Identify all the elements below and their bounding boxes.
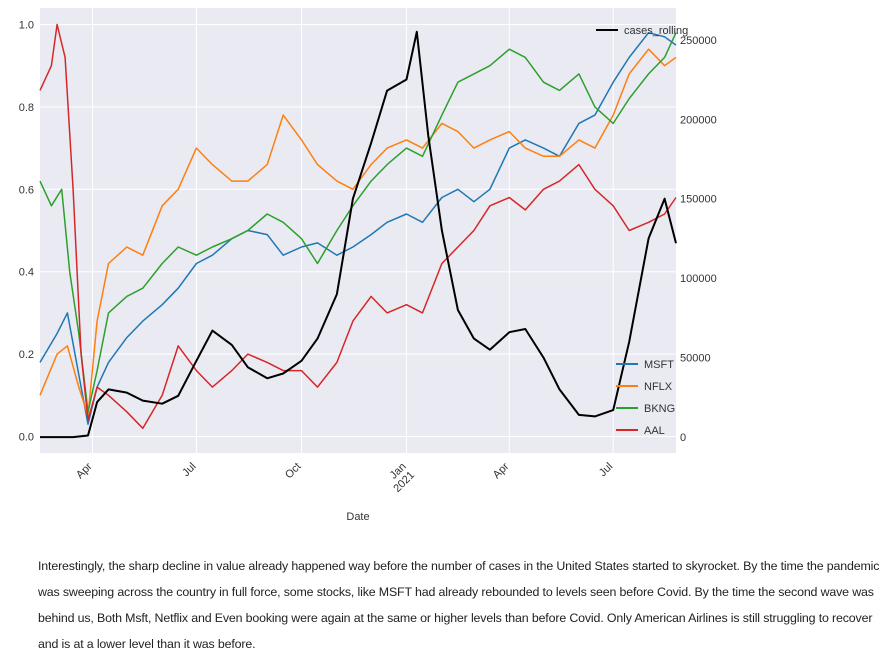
left-y-tick-label-0: 0.0 — [19, 432, 34, 444]
left-y-tick-label-1: 0.2 — [19, 349, 34, 361]
right-y-tick-label-0: 0 — [680, 432, 686, 444]
series-layer — [39, 23, 677, 439]
right-y-tick-label-5: 250000 — [680, 35, 717, 47]
left-y-tick-label-5: 1.0 — [19, 19, 34, 31]
legend-label-cases-rolling: cases_rolling — [624, 25, 688, 37]
series-line-cases-rolling — [40, 30, 677, 439]
x-tick-label-4-0: Apr — [491, 460, 512, 481]
right-y-tick-label-3: 150000 — [680, 194, 717, 206]
series-line-aal — [39, 23, 677, 430]
left-y-tick-label-3: 0.6 — [19, 184, 34, 196]
legend-label-msft: MSFT — [644, 359, 674, 371]
left-y-tick-label-4: 0.8 — [19, 102, 34, 114]
left-y-tick-label-2: 0.4 — [19, 267, 34, 279]
x-tick-4: Apr — [491, 460, 512, 481]
legend-stocks: MSFT NFLX BKNG AAL — [616, 359, 675, 437]
left-y-axis: 0.0 0.2 0.4 0.6 0.8 1.0 — [19, 19, 34, 443]
right-y-tick-label-4: 200000 — [680, 114, 717, 126]
plot-background — [40, 8, 676, 453]
x-tick-label-0-0: Apr — [74, 460, 95, 481]
series-line-bkng — [39, 32, 677, 413]
legend-cases: cases_rolling — [596, 25, 688, 37]
caption-text: Interestingly, the sharp decline in valu… — [38, 559, 880, 651]
series-line-nflx — [39, 48, 677, 417]
legend-label-nflx: NFLX — [644, 381, 673, 393]
x-tick-label-2-0: Oct — [283, 461, 304, 482]
legend-label-bkng: BKNG — [644, 403, 675, 415]
x-tick-label-5-0: Jul — [597, 461, 615, 479]
x-tick-0: Apr — [74, 460, 95, 481]
x-tick-1: Jul — [180, 461, 198, 479]
right-y-tick-label-2: 100000 — [680, 273, 717, 285]
x-tick-5: Jul — [597, 461, 615, 479]
caption-paragraph: Interestingly, the sharp decline in valu… — [38, 553, 895, 657]
x-tick-label-1-0: Jul — [180, 461, 198, 479]
x-axis-label: Date — [346, 511, 369, 523]
x-tick-2: Oct — [283, 461, 304, 482]
legend-label-aal: AAL — [644, 425, 665, 437]
stock-vs-cases-chart: 0.0 0.2 0.4 0.6 0.8 1.0 0 50000 100000 150000 200… — [19, 8, 717, 523]
right-y-axis: 0 50000 100000 150000 200000 250000 — [680, 35, 717, 444]
right-y-tick-label-1: 50000 — [680, 353, 711, 365]
